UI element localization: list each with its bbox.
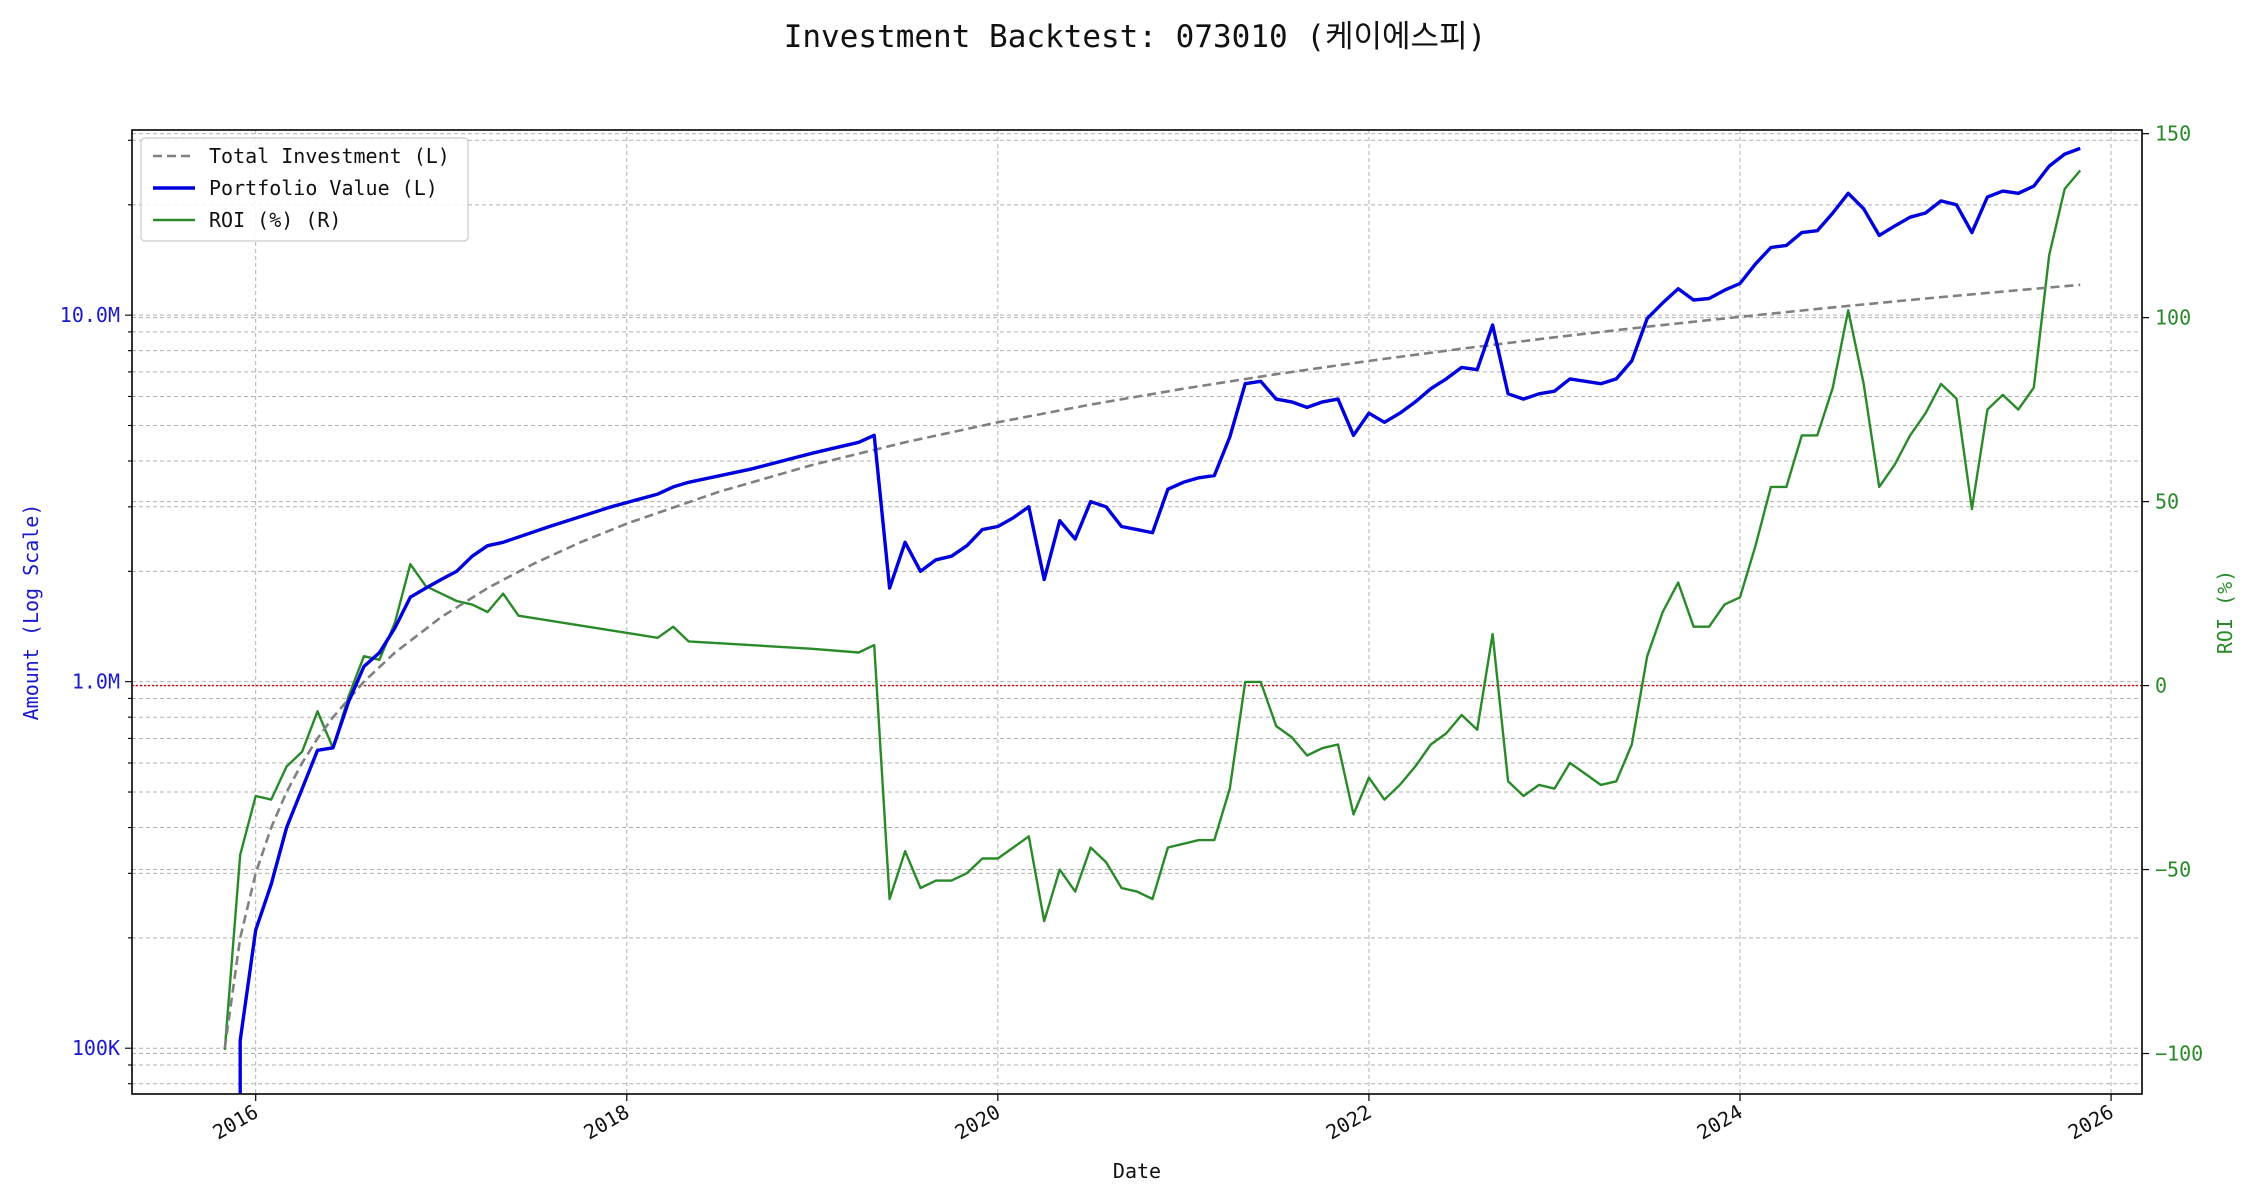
y-right-tick-label: 150 — [2155, 122, 2191, 146]
x-tick-label: 2024 — [1693, 1100, 1747, 1145]
x-tick-label: 2020 — [951, 1100, 1005, 1145]
y-left-tick-label: 100K — [72, 1036, 120, 1060]
legend: Total Investment (L) Portfolio Value (L) R… — [140, 137, 469, 242]
x-tick-label: 2016 — [208, 1100, 262, 1145]
roi-line — [223, 169, 2082, 1050]
plot-frame — [131, 129, 2143, 1095]
y-right-tick-label: −50 — [2155, 858, 2191, 882]
series-layer — [223, 146, 2082, 1094]
legend-label: Total Investment (L) — [209, 144, 450, 168]
x-tick-label: 2022 — [1322, 1100, 1376, 1145]
legend-label: Portfolio Value (L) — [209, 176, 438, 200]
legend-box — [140, 137, 469, 242]
x-tick-label: 2018 — [580, 1100, 634, 1145]
y-right-tick-label: 100 — [2155, 306, 2191, 330]
y-axis-right-label: ROI (%) — [2213, 570, 2237, 654]
y-left-tick-label: 1.0M — [72, 670, 120, 694]
chart-title: Investment Backtest: 073010 (케이에스피) — [784, 19, 1487, 55]
portfolio-value-line — [238, 146, 2081, 1094]
y-right-tick-label: 50 — [2155, 490, 2179, 514]
y-left-tick-label: 10.0M — [60, 303, 120, 327]
legend-label: ROI (%) (R) — [209, 208, 341, 232]
axis-layer: 2016 2018 2020 2022 2024 2026 100K 1.0M 10.0M −10… — [60, 122, 2203, 1145]
y-right-tick-label: −100 — [2155, 1042, 2203, 1066]
total-investment-line — [223, 283, 2081, 1049]
x-tick-label: 2026 — [2064, 1100, 2118, 1145]
grid-layer — [132, 130, 2142, 1094]
x-axis-label: Date — [1113, 1159, 1161, 1183]
y-right-tick-label: 0 — [2155, 674, 2167, 698]
y-axis-left-label: Amount (Log Scale) — [19, 504, 43, 721]
